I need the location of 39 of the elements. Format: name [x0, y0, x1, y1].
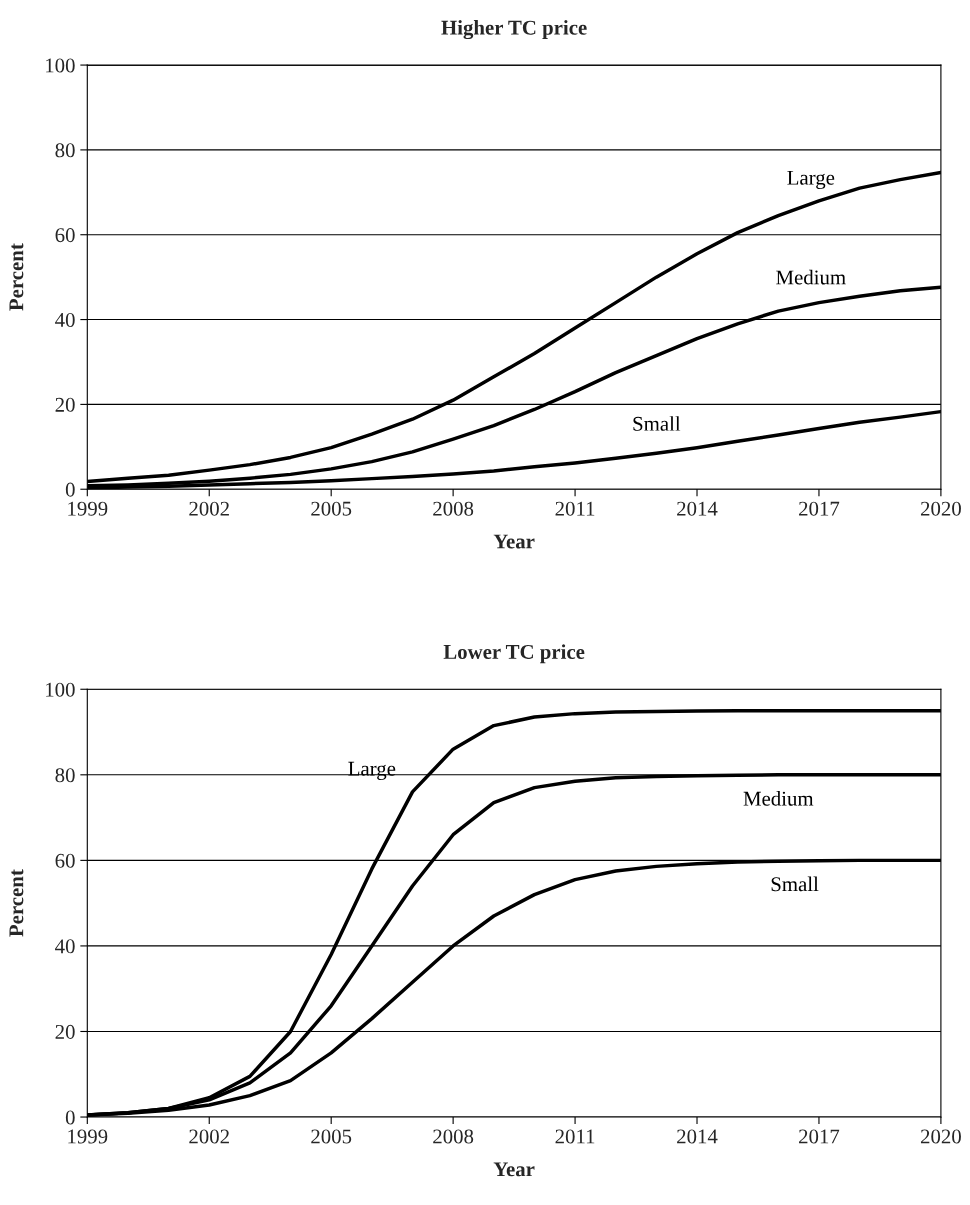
x-tick-label: 1999 — [68, 501, 108, 516]
y-tick-label: 80 — [55, 143, 75, 158]
x-tick-label: 1999 — [68, 1129, 108, 1144]
series-label: Medium — [743, 791, 814, 806]
x-tick-label: 2005 — [311, 1129, 352, 1144]
x-tick-label: 2005 — [311, 501, 352, 516]
x-tick-label: 2002 — [189, 501, 229, 516]
x-tick-label: 2020 — [920, 1129, 961, 1144]
y-tick-label: 100 — [46, 682, 75, 697]
series-label: Medium — [776, 269, 846, 285]
y-tick-label: 60 — [55, 228, 75, 243]
x-tick-label: 2011 — [555, 1129, 595, 1144]
y-tick-label: 20 — [55, 1024, 75, 1039]
x-tick-label: 2017 — [799, 1129, 840, 1144]
x-tick-label: 2008 — [433, 1129, 474, 1144]
series-label: Small — [633, 416, 681, 431]
y-tick-label: 0 — [65, 482, 75, 497]
x-tick-label: 2017 — [799, 501, 840, 516]
x-axis-title: Year — [493, 1162, 535, 1177]
y-tick-label: 40 — [55, 312, 75, 327]
chart-title: Higher TC price — [441, 20, 587, 40]
y-tick-label: 0 — [65, 1110, 75, 1125]
y-tick-label: 20 — [55, 397, 75, 412]
series-label: Small — [771, 876, 819, 892]
y-tick-label: 100 — [46, 58, 75, 73]
x-tick-label: 2020 — [920, 501, 961, 516]
y-tick-label: 40 — [55, 939, 75, 954]
x-tick-label: 2014 — [677, 1129, 718, 1144]
x-axis-title: Year — [493, 534, 535, 549]
chart-title: Lower TC price — [443, 644, 585, 664]
y-axis-title: Percent — [9, 243, 24, 311]
x-tick-label: 2014 — [677, 501, 718, 516]
y-tick-label: 80 — [55, 768, 75, 783]
x-tick-label: 2008 — [433, 501, 474, 516]
y-axis-title: Percent — [9, 869, 24, 937]
y-tick-label: 60 — [55, 853, 75, 868]
x-tick-label: 2002 — [189, 1129, 229, 1144]
x-tick-label: 2011 — [555, 501, 595, 516]
series-label: Large — [787, 170, 835, 190]
